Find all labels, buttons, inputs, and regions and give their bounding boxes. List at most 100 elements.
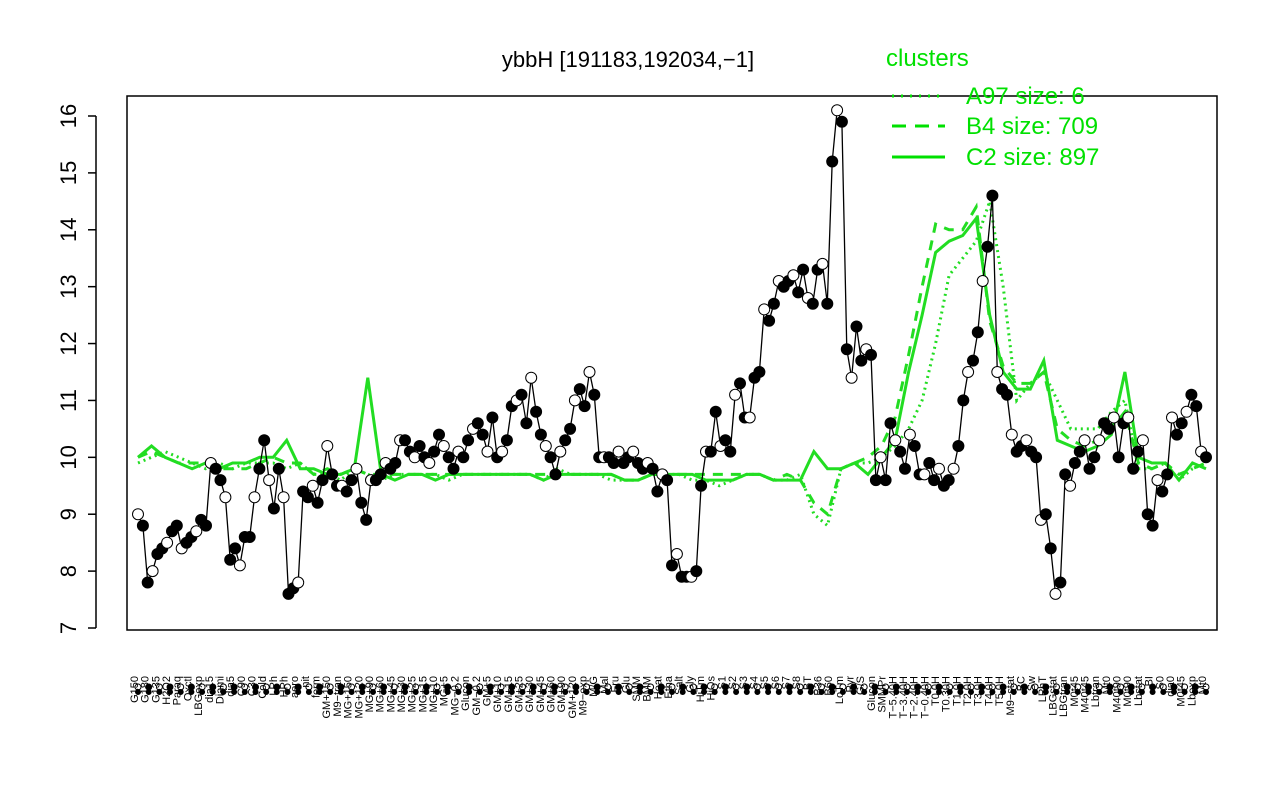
x-marker — [380, 689, 387, 695]
x-marker — [765, 689, 772, 695]
data-point — [263, 474, 276, 487]
x-tick-label: MG−0.2 — [449, 676, 461, 715]
x-marker — [904, 689, 910, 695]
data-point — [923, 457, 936, 469]
data-point — [423, 457, 436, 469]
x-marker — [434, 689, 440, 695]
x-marker — [775, 689, 782, 695]
x-tick-label: Glucon — [866, 676, 878, 711]
x-marker — [626, 689, 633, 695]
x-tick-label: Glu — [620, 676, 632, 693]
x-tick-label: Fru — [610, 676, 622, 693]
data-point — [243, 531, 256, 543]
plot-area-border — [126, 95, 1218, 631]
cluster-line-solid — [137, 214, 1207, 483]
x-tick-label: MG+30 — [396, 676, 408, 712]
x-tick-label: GM−0.2 — [471, 676, 483, 715]
x-tick-label: S6 — [770, 676, 782, 689]
data-point — [292, 576, 305, 589]
data-point — [578, 400, 591, 413]
x-marker — [455, 689, 462, 695]
x-marker — [188, 689, 195, 695]
data-point — [136, 519, 149, 532]
data-point — [899, 462, 911, 475]
x-marker — [839, 689, 846, 695]
x-tick-label: LPhT — [1037, 676, 1049, 703]
data-point — [170, 519, 183, 532]
x-tick-label: M0t90 — [1122, 676, 1134, 707]
x-marker — [1000, 689, 1007, 695]
data-point — [1166, 411, 1178, 424]
x-tick-label: Glucon — [460, 676, 472, 711]
data-point — [306, 479, 319, 492]
x-marker — [968, 689, 974, 695]
data-point — [1059, 468, 1072, 481]
data-point — [583, 366, 596, 378]
x-marker — [1128, 689, 1135, 695]
data-point — [132, 508, 144, 521]
data-point — [350, 462, 363, 475]
x-tick-label: T3.0H — [973, 676, 985, 706]
x-tick-label: nit — [300, 676, 312, 688]
data-point — [1030, 451, 1043, 464]
x-tick-label: M9−stat — [1005, 676, 1017, 715]
x-marker — [711, 689, 718, 695]
x-tick-label: S3 — [738, 676, 750, 689]
x-marker — [583, 689, 590, 695]
x-tick-label: MG+120 — [353, 676, 365, 719]
data-point — [277, 491, 290, 504]
x-marker — [327, 689, 334, 695]
x-marker — [540, 689, 547, 695]
x-tick-label: G135 — [150, 676, 162, 703]
data-point — [1161, 468, 1174, 481]
x-tick-label: MG+10 — [428, 676, 440, 712]
x-marker — [199, 689, 206, 695]
x-marker — [145, 689, 152, 695]
x-marker — [893, 689, 900, 695]
data-point — [753, 366, 766, 378]
data-point — [214, 474, 227, 487]
cluster-line-dashed — [137, 202, 1207, 517]
data-point — [568, 394, 581, 407]
data-point — [200, 519, 212, 532]
x-tick-label: GM+30 — [524, 676, 536, 712]
data-point — [734, 377, 746, 390]
data-point — [141, 576, 154, 589]
y-tick-label: 10 — [56, 445, 81, 469]
cluster-line-dotted — [137, 200, 1207, 529]
data-point — [534, 428, 547, 441]
x-marker — [562, 689, 569, 695]
data-point — [850, 320, 863, 333]
data-point — [743, 411, 756, 424]
x-marker — [252, 689, 259, 695]
data-point — [763, 314, 776, 327]
data-point — [1112, 451, 1125, 464]
x-marker — [1203, 689, 1209, 695]
x-marker — [530, 689, 537, 695]
data-point — [520, 417, 533, 430]
data-point — [928, 474, 941, 487]
data-point — [670, 548, 683, 560]
data-point — [345, 474, 358, 487]
x-marker — [1010, 689, 1017, 695]
data-point — [695, 479, 708, 492]
x-tick-label: T−0.40H — [919, 676, 931, 719]
data-point — [709, 405, 722, 418]
data-point — [559, 434, 572, 447]
data-point — [1078, 434, 1091, 447]
data-point — [267, 502, 280, 515]
x-marker — [604, 689, 611, 695]
x-tick-label: BI — [1144, 676, 1156, 686]
data-point — [1170, 428, 1183, 441]
x-marker — [423, 689, 430, 695]
data-point — [428, 445, 441, 458]
data-point — [1039, 508, 1052, 521]
x-marker — [733, 689, 740, 695]
legend-a97-label: A97 size: 6 — [966, 83, 1085, 110]
x-tick-label: S1 — [716, 676, 728, 689]
x-tick-label: GM+45 — [535, 676, 547, 712]
data-point — [442, 451, 455, 464]
data-point — [1151, 474, 1164, 487]
data-point — [991, 366, 1004, 378]
data-point — [1122, 411, 1135, 424]
